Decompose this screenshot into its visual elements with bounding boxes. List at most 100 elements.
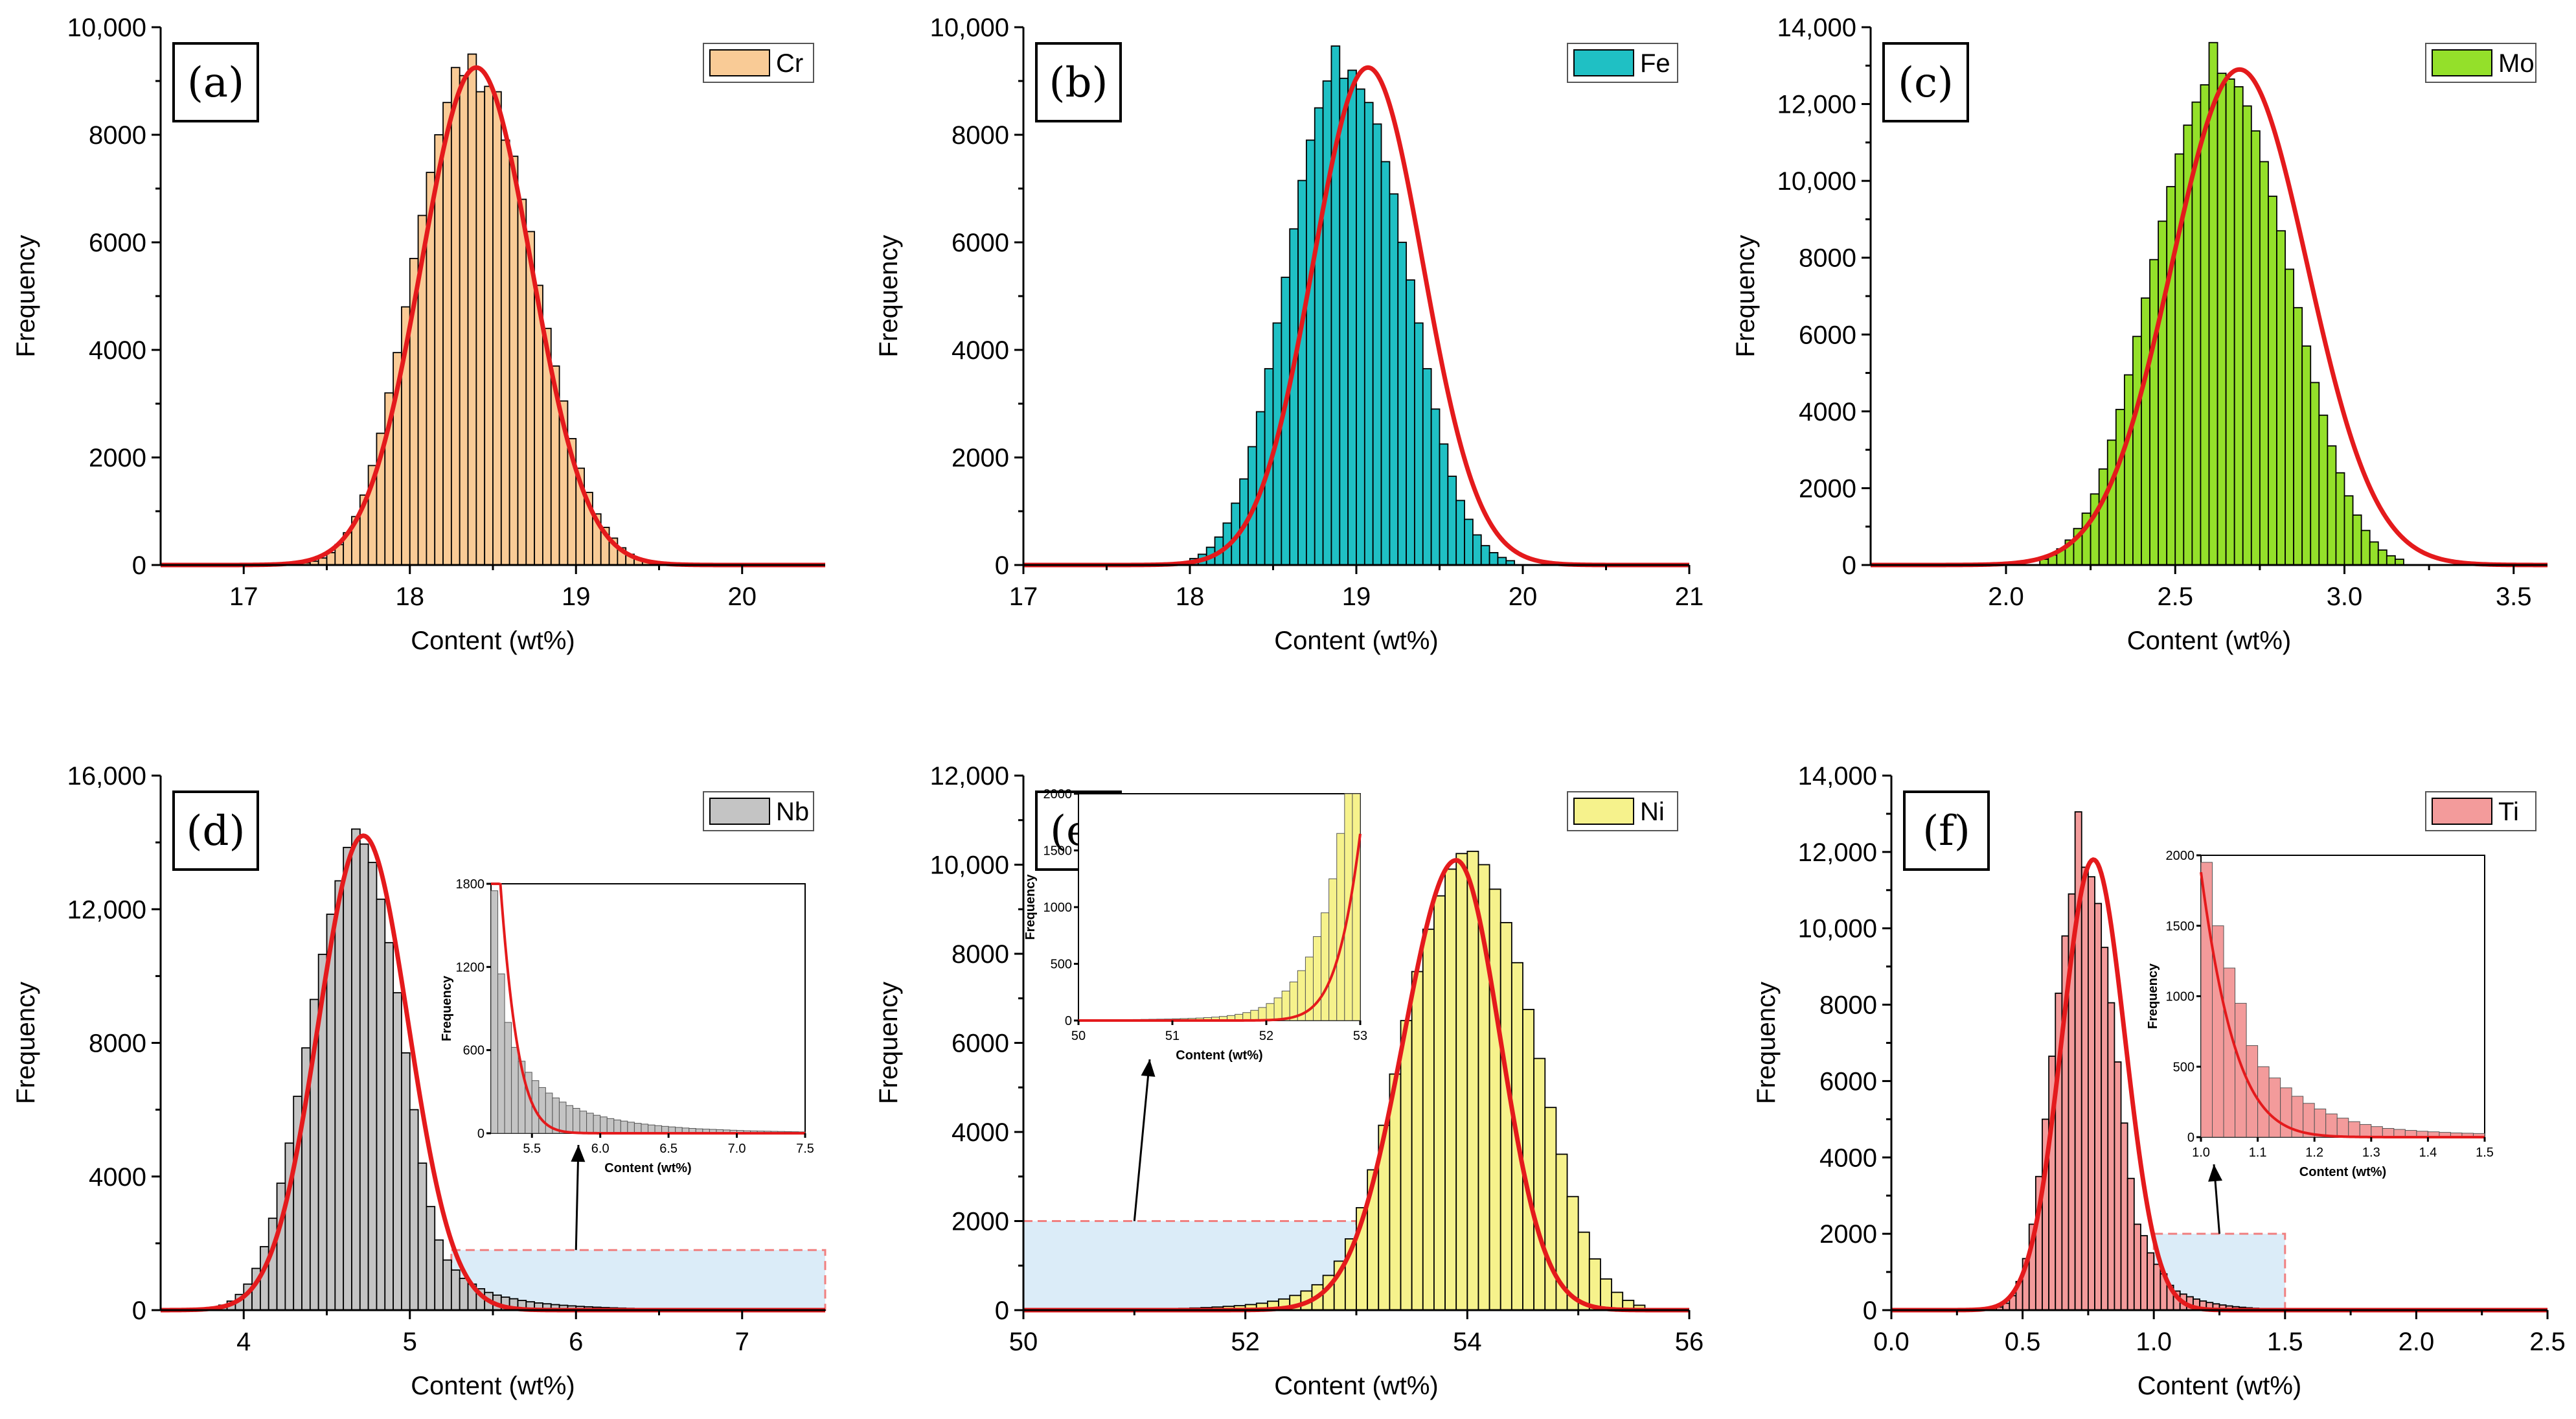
inset-bar: [2348, 1121, 2360, 1138]
inset-bar: [511, 1046, 519, 1134]
chart-panel-a: 17 18 19 20 0 2000 4000 6000 8000 10,000 Content (…: [12, 14, 826, 655]
y-tick-label: 0: [1863, 1297, 1877, 1325]
inset-x-label: Content (wt%): [2299, 1165, 2386, 1179]
inset-bar: [490, 890, 499, 1134]
inset-x-tick-label: 52: [1259, 1029, 1273, 1043]
histogram-bar: [2106, 439, 2117, 566]
bars-group: [1996, 811, 2325, 1311]
inset-bar: [1328, 878, 1338, 1021]
histogram-bar: [359, 843, 369, 1311]
histogram-bar: [1363, 102, 1374, 566]
inset-y-tick-label: 0: [2187, 1131, 2194, 1145]
y-tick-label: 0: [132, 1297, 146, 1325]
inset-fit-curve: [1078, 833, 1362, 1022]
inset-y-label: Frequency: [2146, 963, 2160, 1029]
inset-fit-curve: [491, 883, 805, 1135]
inset-bar: [538, 1087, 546, 1134]
inset-x-tick-label: 1.1: [2249, 1146, 2267, 1160]
inset-y-label: Frequency: [1023, 874, 1038, 940]
histogram-bar: [1499, 921, 1512, 1311]
y-tick-label: 14,000: [1798, 762, 1877, 790]
histogram-bar: [1455, 853, 1468, 1311]
histogram-bar: [2107, 1002, 2115, 1311]
y-tick-label: 4000: [1799, 398, 1856, 426]
x-axis-label: Content (wt%): [1274, 627, 1438, 655]
inset-y-tick-label: 1200: [456, 960, 485, 975]
histogram-bar: [2250, 130, 2261, 566]
y-tick-label: 2000: [89, 444, 146, 472]
histogram-bar: [1411, 971, 1424, 1311]
panel-label-box: [172, 42, 259, 122]
chart-panel-d: 4 5 6 7 0 4000 8000 12,000 16,000 Content (wt%) Fr…: [12, 762, 826, 1400]
histogram-bar: [2132, 336, 2142, 566]
inset-bar: [2235, 1002, 2247, 1138]
histogram-bar: [1488, 552, 1499, 566]
bars-group: [2039, 41, 2404, 566]
legend-label: Cr: [776, 49, 803, 78]
inset-x-tick-label: 5.5: [523, 1142, 541, 1156]
y-tick-label: 2000: [1819, 1220, 1877, 1249]
panel-label: (f): [1922, 807, 1970, 855]
histogram-bar: [393, 992, 402, 1311]
histogram-bar: [517, 198, 527, 566]
histogram-bar: [2114, 1061, 2122, 1311]
y-tick-label: 0: [1842, 551, 1856, 580]
histogram-bar: [2285, 268, 2295, 566]
inset-bar: [2314, 1109, 2327, 1138]
inset-x-tick-label: 7.0: [728, 1142, 746, 1156]
x-tick-label: 0.0: [1873, 1328, 1909, 1356]
histogram-bar: [351, 828, 361, 1311]
panel-label: (d): [187, 807, 245, 855]
y-tick-label: 10,000: [930, 851, 1009, 880]
histogram-bar: [2310, 382, 2320, 566]
histogram-bar: [376, 898, 386, 1311]
y-tick-label: 8000: [89, 1030, 146, 1058]
histogram-bar: [2115, 408, 2125, 566]
histogram-bar: [2087, 876, 2095, 1311]
histogram-bar: [417, 1162, 427, 1311]
panel-label-box: [172, 790, 259, 871]
arrow-head: [1141, 1059, 1156, 1077]
histogram-bar: [2158, 220, 2168, 566]
y-axis-label: Frequency: [874, 982, 903, 1104]
histogram-bar: [1322, 80, 1332, 566]
inset-bar: [1266, 1003, 1275, 1021]
inset-chart: 5.5 6.0 6.5 7.0 7.5 0 600 1200 1800 Content (wt%)…: [440, 877, 814, 1251]
histogram-bar: [1306, 139, 1316, 566]
arrow-head: [571, 1145, 586, 1162]
histogram-bar: [450, 67, 461, 566]
inset-x-tick-label: 1.3: [2362, 1146, 2380, 1160]
x-tick-label: 50: [1009, 1328, 1038, 1356]
y-tick-label: 6000: [1799, 321, 1856, 349]
histogram-bar: [268, 1217, 278, 1311]
y-tick-label: 12,000: [67, 895, 146, 924]
inset-bar: [1281, 991, 1290, 1021]
histogram-bar: [500, 139, 510, 566]
y-tick-label: 14,000: [1777, 14, 1856, 42]
histogram-bar: [1466, 850, 1479, 1311]
y-tick-label: 16,000: [67, 762, 146, 790]
inset-bar: [2336, 1118, 2349, 1138]
inset-bar: [2325, 1113, 2338, 1138]
panel-label: (c): [1898, 59, 1954, 107]
legend-swatch: [1573, 49, 1634, 76]
histogram-bar: [1414, 322, 1424, 566]
histogram-bar: [2233, 86, 2244, 566]
inset-chart: 1.0 1.1 1.2 1.3 1.4 1.5 0 500 1000 1500 2000 Conten…: [2146, 849, 2494, 1234]
panel-label: (b): [1049, 59, 1108, 107]
histogram-bar: [2090, 493, 2100, 566]
y-tick-label: 4000: [952, 336, 1009, 365]
histogram-bar: [1588, 1258, 1601, 1311]
inset-bar: [641, 1124, 649, 1134]
y-axis-label: Frequency: [1731, 235, 1760, 358]
inset-bar: [1321, 912, 1330, 1021]
y-tick-label: 4000: [952, 1118, 1009, 1147]
inset-bar: [613, 1119, 621, 1134]
x-tick-label: 2.5: [2157, 583, 2193, 611]
legend-swatch: [2432, 49, 2492, 76]
bars-group: [301, 53, 660, 566]
inset-y-tick-label: 500: [2173, 1060, 2194, 1074]
histogram-bar: [367, 862, 378, 1311]
histogram-bar: [2386, 555, 2396, 566]
histogram-bar: [442, 1259, 452, 1311]
